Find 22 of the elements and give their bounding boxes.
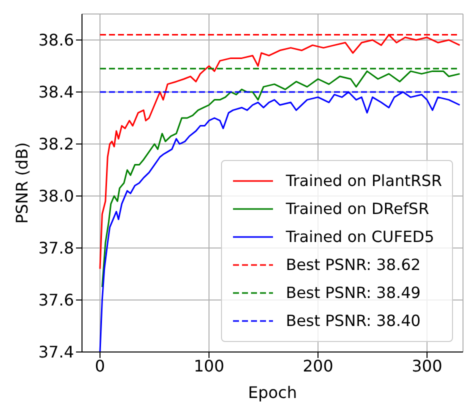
legend-label: Trained on PlantRSR [286, 172, 442, 190]
y-tick-label: 37.4 [38, 342, 74, 362]
x-tick-label: 100 [194, 356, 224, 376]
x-tick-label: 200 [302, 356, 334, 376]
y-tick-label: 38.0 [38, 186, 74, 206]
y-tick-label: 38.2 [38, 134, 74, 154]
y-tick-label: 37.8 [38, 238, 74, 258]
line-series [101, 70, 460, 288]
legend-label: Trained on DRefSR [286, 200, 430, 218]
y-tick-label: 38.6 [38, 30, 74, 50]
x-tick-label: 300 [412, 356, 442, 376]
x-tick-label: 0 [94, 356, 106, 376]
line-series [99, 91, 460, 352]
line-series [99, 34, 460, 270]
legend-label: Trained on CUFED5 [286, 228, 434, 246]
y-tick-label: 38.4 [38, 82, 74, 102]
legend-label: Best PSNR: 38.40 [286, 312, 421, 330]
legend-label: Best PSNR: 38.62 [286, 256, 421, 274]
y-tick-label: 37.6 [38, 290, 74, 310]
y-axis-title: PSNR (dB) [12, 142, 32, 224]
x-axis-title: Epoch [248, 383, 297, 402]
legend-label: Best PSNR: 38.49 [286, 284, 421, 302]
